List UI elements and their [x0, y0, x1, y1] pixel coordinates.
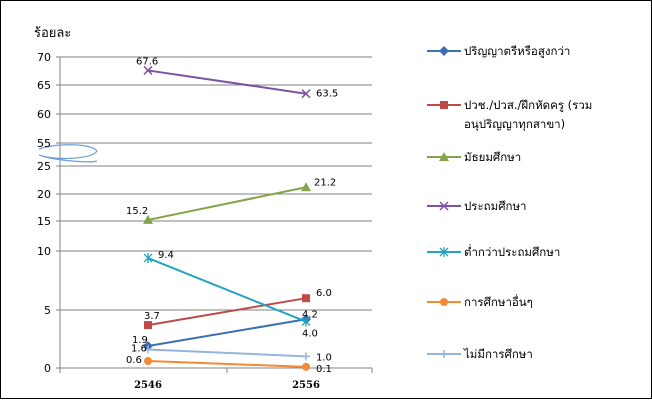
y-tick-65: 65: [37, 79, 51, 92]
legend-item-4: ต่ำกว่าประถมศึกษา: [427, 244, 560, 259]
data-label-5-1: 0.1: [316, 364, 332, 375]
y-tick-25: 25: [37, 160, 51, 173]
series-line-5: [147, 360, 307, 368]
legend-marker-5: [440, 298, 448, 306]
legend-label-1-1: อนุปริญญาทุกสาขา): [464, 117, 565, 131]
y-tick-70: 70: [37, 51, 51, 64]
data-point-1-0: [144, 321, 152, 330]
series-6: 1.6 1.0: [131, 343, 332, 363]
data-label-2-0: 15.2: [126, 206, 148, 217]
y-tick-5: 5: [44, 304, 51, 317]
legend-item-0: ปริญญาตรีหรือสูงกว่า: [427, 44, 570, 58]
data-label-3-1: 63.5: [316, 89, 338, 100]
series-1: 3.7 6.0: [144, 288, 332, 330]
series-line-6: [147, 348, 307, 358]
y-tick-0: 0: [44, 362, 51, 375]
series-3: 67.6 63.5: [136, 56, 338, 99]
data-label-3-0: 67.6: [136, 56, 158, 67]
data-point-2-1: [301, 182, 311, 192]
y-tick-55: 55: [37, 137, 51, 150]
legend-marker-6: [440, 350, 448, 358]
legend-label-3: ประถมศึกษา: [464, 199, 527, 213]
data-label-4-0: 9.4: [158, 250, 174, 261]
data-point-4-1: [301, 316, 311, 327]
series-line-3: [147, 69, 307, 95]
data-label-4-1: 4.0: [302, 329, 318, 340]
series-line-2: [147, 186, 307, 221]
data-point-2-0: [143, 214, 153, 224]
data-point-3-1: [301, 89, 311, 99]
data-label-5-0: 0.6: [126, 355, 142, 366]
y-ticks: 0 5 10 15 20 25 55 60 65 70: [37, 51, 51, 375]
legend-label-5: การศึกษาอื่นๆ: [464, 294, 533, 309]
data-label-2-1: 21.2: [314, 177, 336, 188]
legend-item-3: ประถมศึกษา: [427, 199, 527, 213]
legend-marker-0: [439, 46, 449, 56]
data-label-6-0: 1.6: [131, 343, 147, 354]
legend-item-2: มัธยมศึกษา: [427, 150, 521, 164]
x-ticks: 2546 2556: [134, 380, 320, 391]
data-point-1-1: [302, 294, 310, 303]
legend-marker-2: [439, 152, 449, 161]
data-label-6-1: 1.0: [316, 352, 332, 363]
legend: ปริญญาตรีหรือสูงกว่าปวช./ปวส./ฝึกหัดครู …: [427, 44, 592, 361]
legend-item-6: ไม่มีการศึกษา: [427, 347, 533, 361]
x-tick-2556: 2556: [292, 380, 320, 391]
data-label-0-0: 1.9: [132, 335, 148, 346]
legend-label-0: ปริญญาตรีหรือสูงกว่า: [464, 44, 570, 58]
legend-marker-1: [440, 101, 448, 109]
y-tick-60: 60: [37, 108, 51, 121]
axis-break-squiggle: [38, 144, 98, 163]
data-point-6-0: [144, 345, 152, 354]
y-tick-20: 20: [37, 188, 51, 201]
legend-label-6: ไม่มีการศึกษา: [463, 347, 533, 361]
gridlines: [60, 56, 372, 311]
legend-label-1-0: ปวช./ปวส./ฝึกหัดครู (รวม: [464, 98, 592, 112]
y-tick-15: 15: [37, 215, 51, 228]
y-tick-10: 10: [37, 245, 51, 258]
legend-marker-4: [439, 247, 449, 257]
series-line-4: [147, 257, 307, 323]
y-axis-title: ร้อยละ: [34, 26, 71, 41]
series-5: 0.6 0.1: [126, 355, 332, 375]
legend-label-4: ต่ำกว่าประถมศึกษา: [464, 244, 560, 259]
series-group: 1.9 4.2 3.7 6.0 15.2 21.2 67.6 63.5 9.4 4.0 0.6 0.1…: [126, 56, 338, 374]
legend-item-1: ปวช./ปวส./ฝึกหัดครู (รวมอนุปริญญาทุกสาขา…: [427, 98, 592, 131]
legend-label-2: มัธยมศึกษา: [464, 150, 521, 164]
axes: [38, 56, 373, 373]
data-point-6-1: [302, 352, 310, 361]
data-label-1-0: 3.7: [144, 311, 160, 322]
series-line-1: [147, 297, 307, 327]
data-label-0-1: 4.2: [302, 309, 318, 320]
data-point-4-0: [143, 253, 153, 264]
series-4: 9.4 4.0: [143, 250, 318, 340]
x-tick-2546: 2546: [134, 380, 162, 391]
series-2: 15.2 21.2: [126, 177, 336, 224]
data-point-5-1: [302, 362, 310, 371]
legend-marker-3: [439, 201, 449, 211]
data-point-5-0: [144, 357, 152, 366]
data-point-3-0: [143, 65, 153, 75]
legend-item-5: การศึกษาอื่นๆ: [427, 294, 533, 309]
data-label-1-1: 6.0: [316, 288, 332, 299]
series-line-0: [147, 318, 307, 347]
